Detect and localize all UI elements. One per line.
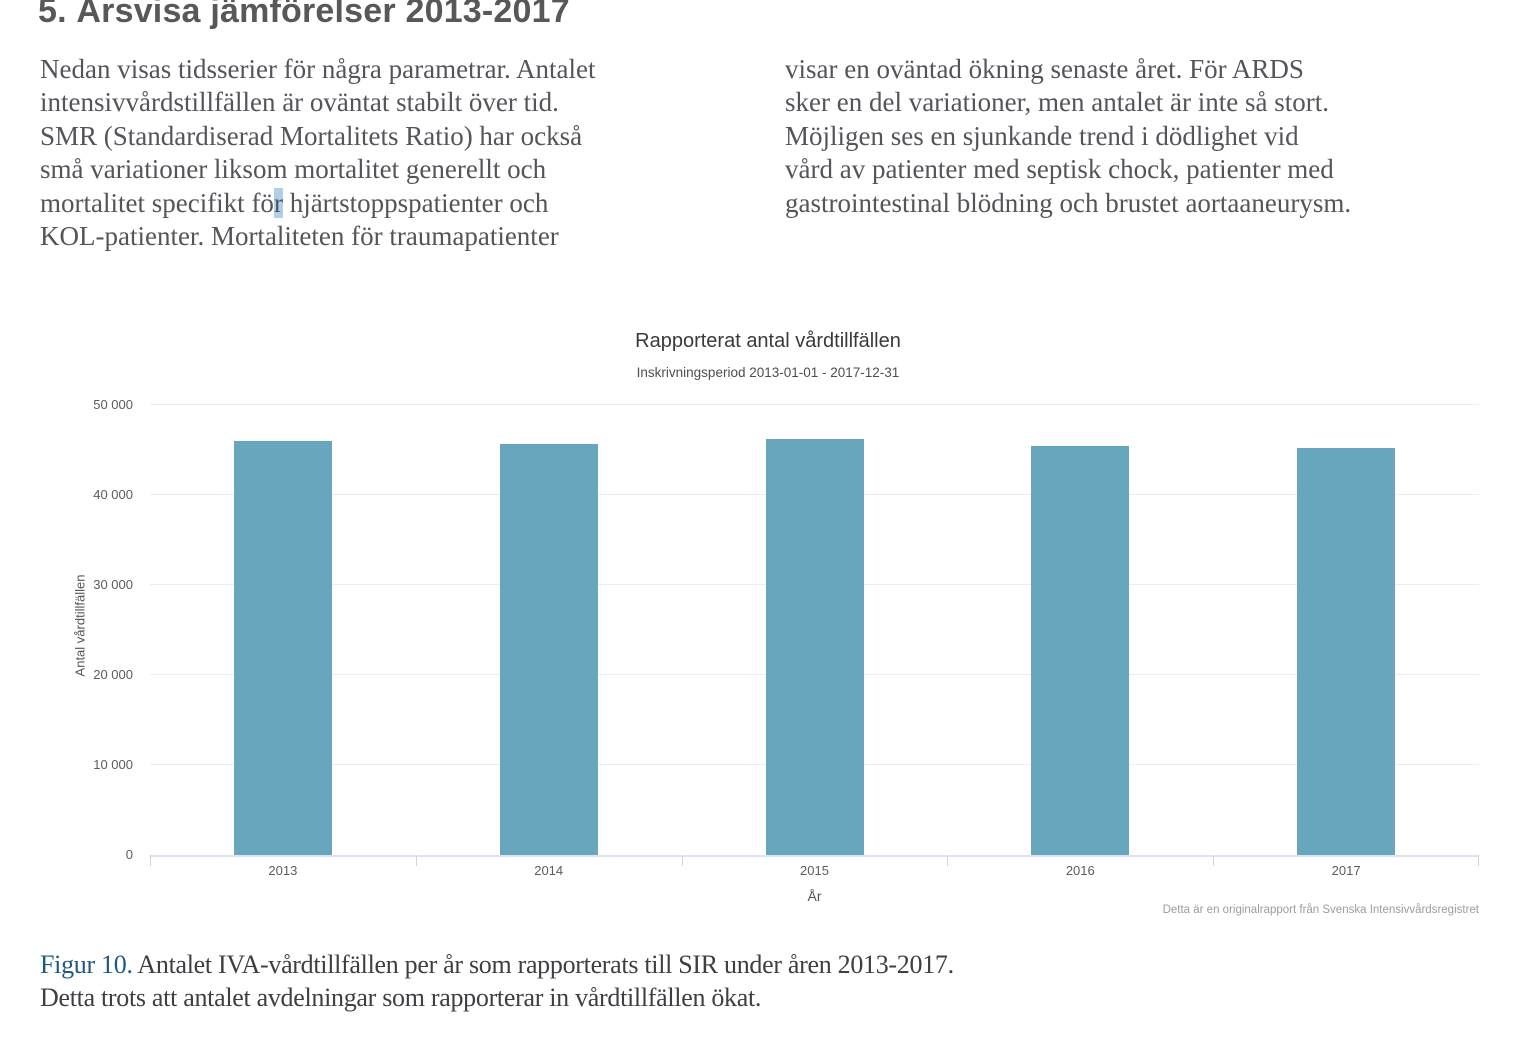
selection-highlight: r <box>273 187 283 218</box>
x-axis-tick <box>947 855 949 866</box>
x-axis-line <box>150 855 1479 857</box>
bar-2016 <box>1031 445 1130 855</box>
x-tick-label: 2014 <box>534 863 564 878</box>
bar-2014 <box>499 444 598 855</box>
bar-chart-figure: Rapporterat antal vårdtillfällen Inskriv… <box>57 330 1479 940</box>
body-text-left-column: Nedan visas tidsserier för några paramet… <box>40 53 596 253</box>
figure-caption: Figur 10. Antalet IVA-vårdtillfällen per… <box>40 948 954 1014</box>
x-axis-title: År <box>807 888 822 904</box>
bar-2015 <box>765 439 864 855</box>
chart-title: Rapporterat antal vårdtillfällen <box>635 330 901 352</box>
source-note: Detta är en originalrapport från Svenska… <box>1162 904 1479 916</box>
caption-text: Antalet IVA-vårdtillfällen per år som ra… <box>132 950 954 979</box>
x-axis-tick <box>681 855 683 866</box>
caption-text: Detta trots att antalet avdelningar som … <box>40 983 762 1012</box>
text-line: mortalitet specifikt för hjärtstoppspati… <box>40 187 596 220</box>
text-line: vård av patienter med septisk chock, pat… <box>785 154 1334 185</box>
text-segment: hjärtstoppspatienter och <box>282 187 549 218</box>
text-line: gastrointestinal blödning och brustet ao… <box>785 187 1352 218</box>
y-tick-label: 20 000 <box>93 667 133 682</box>
body-text-right-column: visar en oväntad ökning senaste året. Fö… <box>785 53 1351 220</box>
text-line: visar en oväntad ökning senaste året. Fö… <box>785 54 1304 84</box>
text-line: Möjligen ses en sjunkande trend i dödlig… <box>785 120 1299 151</box>
x-axis-tick <box>415 855 417 866</box>
x-axis-tick <box>1213 855 1215 866</box>
y-tick-label: 30 000 <box>93 577 133 592</box>
chart-subtitle: Inskrivningsperiod 2013-01-01 - 2017-12-… <box>636 365 900 380</box>
x-tick-label: 2017 <box>1331 863 1361 878</box>
text-line: små variationer liksom mortalitet genere… <box>40 154 547 185</box>
x-axis-tick <box>1478 855 1479 866</box>
figure-label: Figur 10. <box>40 950 133 979</box>
text-segment: mortalitet specifikt fö <box>40 187 274 218</box>
x-axis-tick <box>150 855 151 866</box>
text-line: sker en del variationer, men antalet är … <box>785 87 1329 118</box>
y-tick-label: 0 <box>125 847 133 862</box>
y-tick-label: 50 000 <box>93 397 133 412</box>
y-tick-label: 10 000 <box>93 757 133 772</box>
x-tick-label: 2013 <box>268 863 298 878</box>
plot-area <box>150 404 1479 866</box>
bar-2017 <box>1297 448 1396 855</box>
text-line: KOL-patienter. Mortaliteten för traumapa… <box>40 221 559 252</box>
text-line: SMR (Standardiserad Mortalitets Ratio) h… <box>40 120 583 151</box>
text-line: intensivvårdstillfällen är oväntat stabi… <box>40 87 559 118</box>
x-tick-label: 2016 <box>1065 863 1095 878</box>
gridline <box>150 404 1479 405</box>
text-line: Nedan visas tidsserier för några paramet… <box>40 54 596 84</box>
section-heading: 5. Årsvisa jämförelser 2013-2017 <box>38 0 570 30</box>
y-tick-label: 40 000 <box>93 487 133 502</box>
x-tick-label: 2015 <box>800 863 829 878</box>
bar-2013 <box>233 441 332 855</box>
